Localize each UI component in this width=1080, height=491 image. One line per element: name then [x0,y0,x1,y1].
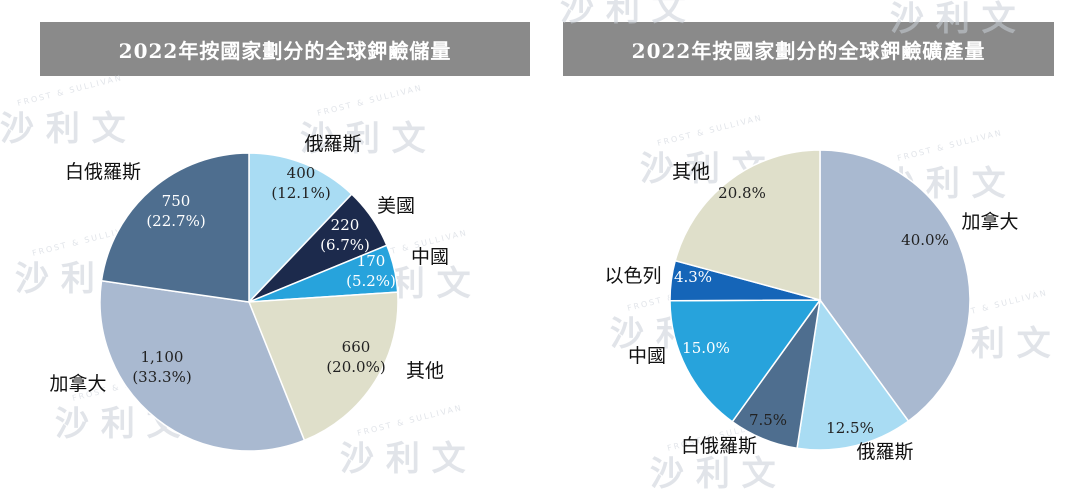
data-label-percent: (22.7%) [146,212,205,230]
slice-category-label: 白俄羅斯 [681,435,757,457]
pie-chart-2: 40.0% 加拿大 12.5% 俄羅斯 7.5% 白俄羅斯 15.0% 中國 4.3% 以色列 20… [604,149,1019,463]
watermark-latin: FROST & SULLIVAN [16,73,123,108]
slice-category-label: 俄羅斯 [304,133,361,155]
slice-category-label: 白俄羅斯 [65,161,141,183]
watermark-brand: 沙 利 文 [300,119,426,159]
data-label-percent: (33.3%) [132,368,191,386]
pie-slice [819,149,971,423]
slice-category-label: 以色列 [604,265,661,287]
slice-category-label: 中國 [628,345,666,367]
watermark-latin: FROST & SULLIVAN [356,403,463,438]
chart-title-reserves: 2022年按國家劃分的全球鉀鹼儲量 [40,22,530,76]
data-label-percent: (5.2%) [346,272,396,290]
data-label-percent: 20.8% [718,184,766,202]
watermark-brand: 沙 利 文 [890,0,1016,39]
data-label-percent: 7.5% [749,411,787,429]
data-label-percent: 4.3% [674,268,712,286]
data-label-percent: 40.0% [901,231,949,249]
slice-category-label: 加拿大 [961,210,1018,233]
data-label-percent: (12.1%) [271,184,330,202]
data-label-value: 750 [162,192,191,210]
slice-category-label: 加拿大 [49,372,106,395]
pie-chart-1: 400 (12.1%) 俄羅斯 220 (6.7%) 美國 170 (5.2%) 中國 660 (2… [49,133,449,452]
pie-slice [674,149,821,301]
pie-slice [247,291,399,442]
data-label-percent: (6.7%) [320,236,370,254]
watermark-latin: FROST & SULLIVAN [316,83,423,118]
slice-category-label: 其他 [406,360,444,382]
data-label-value: 1,100 [141,348,184,366]
pie-slice [100,152,250,303]
pie-slice [796,298,910,451]
data-label-value: 170 [357,252,386,270]
slice-category-label: 俄羅斯 [856,441,913,463]
data-label-value: 400 [287,164,316,182]
data-label-value: 660 [342,338,371,356]
pie-slice [669,299,822,423]
watermark-brand: 沙 利 文 [650,454,776,491]
slice-category-label: 其他 [672,161,710,183]
watermark-brand: 沙 利 文 [0,109,126,149]
watermark-latin: FROST & SULLIVAN [656,113,763,148]
data-label-percent: 12.5% [826,419,874,437]
chart-title-production: 2022年按國家劃分的全球鉀鹼礦產量 [563,22,1054,76]
pie-slice [99,279,306,452]
data-label-percent: (20.0%) [326,358,385,376]
watermark-latin: FROST & SULLIVAN [896,128,1003,163]
slice-category-label: 中國 [411,246,449,268]
pie-slice [248,152,353,304]
data-label-value: 220 [331,216,360,234]
slice-category-label: 美國 [377,195,415,217]
watermark-brand: 沙 利 文 [560,0,686,29]
watermark-brand: 沙 利 文 [340,439,466,479]
data-label-percent: 15.0% [682,339,730,357]
